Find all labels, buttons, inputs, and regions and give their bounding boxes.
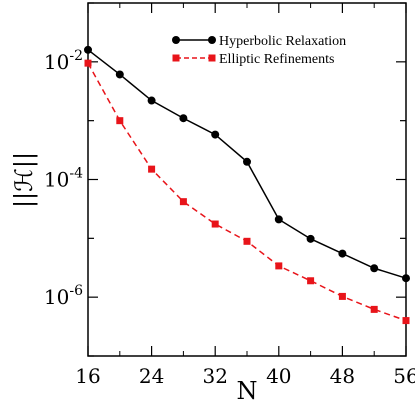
- data-point: [148, 165, 156, 173]
- y-tick-label: 10-2: [44, 48, 83, 74]
- series-2: [84, 59, 410, 325]
- data-point: [115, 70, 124, 79]
- legend-marker: [208, 36, 216, 44]
- y-tick-base: 10: [44, 50, 69, 74]
- data-point: [370, 264, 379, 273]
- data-point: [402, 274, 410, 283]
- series-1: [84, 45, 410, 283]
- data-point: [211, 130, 220, 139]
- y-tick-base: 10: [44, 168, 69, 192]
- data-point: [84, 59, 92, 67]
- x-axis-label: N: [237, 377, 258, 405]
- legend-marker: [172, 36, 180, 44]
- legend-marker: [172, 54, 180, 62]
- data-point: [179, 114, 188, 123]
- legend-marker: [208, 54, 216, 62]
- x-tick-label: 32: [202, 364, 227, 388]
- data-point: [402, 317, 410, 325]
- y-tick-label: 10-6: [44, 283, 83, 309]
- y-tick-exponent: -2: [69, 48, 83, 64]
- data-point: [243, 157, 251, 166]
- x-tick-label: 24: [139, 364, 164, 388]
- y-tick-exponent: -4: [69, 166, 83, 182]
- legend-label: Hyperbolic Relaxation: [219, 34, 346, 49]
- x-tick-label: 40: [266, 364, 291, 388]
- series-layer: [84, 45, 410, 325]
- data-point: [179, 198, 187, 206]
- x-tick-label: 56: [393, 364, 415, 388]
- data-point: [147, 96, 156, 105]
- legend: Hyperbolic Relaxation Elliptic Refinement…: [172, 34, 346, 67]
- data-point: [338, 249, 347, 258]
- data-point: [370, 305, 378, 313]
- data-point: [275, 262, 283, 270]
- y-tick-label: 10-4: [44, 166, 83, 192]
- data-point: [274, 215, 283, 224]
- ticks: [87, 2, 407, 357]
- data-point: [307, 277, 315, 285]
- data-point: [338, 292, 346, 300]
- data-point: [84, 45, 92, 54]
- data-point: [211, 220, 219, 228]
- data-point: [243, 237, 251, 245]
- y-tick-base: 10: [44, 285, 69, 309]
- x-tick-label: 48: [330, 364, 355, 388]
- data-point: [116, 117, 124, 125]
- y-axis-label: ||ℋ||: [10, 152, 39, 208]
- data-point: [306, 234, 315, 243]
- series-line: [87, 62, 407, 322]
- legend-label: Elliptic Refinements: [219, 52, 334, 67]
- x-tick-label: 16: [75, 364, 100, 388]
- y-tick-exponent: -6: [69, 283, 83, 299]
